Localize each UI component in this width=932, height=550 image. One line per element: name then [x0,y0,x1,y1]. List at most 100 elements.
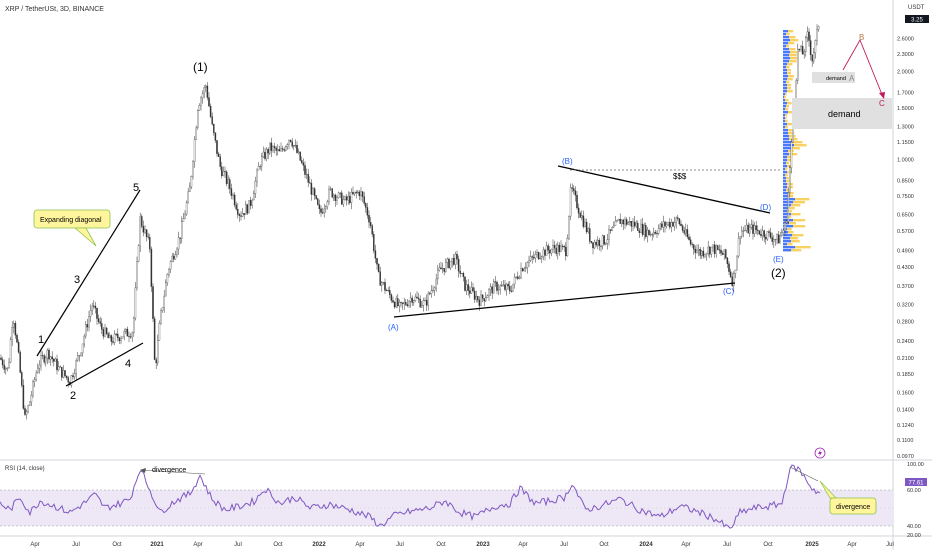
volume-profile-bar [783,96,784,99]
price-tick-label: 0.1240 [897,423,914,429]
candle-body [736,255,738,271]
candle-body [777,234,780,244]
candle-body [814,40,817,53]
volume-profile-bar [783,249,791,252]
candle-body [470,287,473,294]
candle-body [8,361,10,369]
candle-body [107,333,109,339]
candle-body [232,194,234,196]
candle-body [387,290,389,292]
volume-profile-bar [789,222,796,225]
candle-body [158,323,161,341]
volume-profile-bar [783,57,790,60]
candle-body [547,245,549,251]
wave-1-label: (1) [193,60,208,74]
candle-body [630,221,633,227]
candle-body [632,221,634,227]
candle-body [77,355,79,361]
candle-body [126,328,129,337]
candle-body [256,169,258,182]
candle-body [424,300,426,301]
candle-body [73,373,76,378]
volume-profile-bar [786,45,790,48]
volume-profile-bar [783,66,786,69]
candle-body [105,327,108,335]
candle-body [227,179,229,184]
candle-body [160,310,162,324]
candle-body [14,323,17,336]
candle-body [433,287,436,291]
candle-body [141,216,143,227]
candle-body [176,248,178,255]
volume-profile-bar [783,168,785,171]
volume-profile-bar [785,120,788,123]
volume-profile-bar [795,198,810,201]
wave-2-label: (2) [771,266,786,280]
candle-body [616,220,618,222]
candle-body [296,145,298,153]
volume-profile-bar [783,162,786,165]
volume-profile-bar [787,228,792,231]
candle-body [595,241,597,246]
candle-body [93,305,95,307]
candle-body [555,247,557,254]
volume-profile-bar [788,42,795,45]
candle-body [99,321,101,324]
candle-body [496,281,498,291]
candle-body [502,284,505,286]
diagonal-callout-text: Expanding diagonal [40,217,102,224]
rsi-line [0,464,821,529]
candle-body [337,192,340,198]
volume-profile-bar [788,132,795,135]
candle-body [507,283,509,287]
candle-body [638,230,641,233]
price-tick-label: 0.7500 [897,194,914,200]
time-tick-label: Oct [112,542,122,548]
candle-body [750,224,753,228]
wave-c-label: (C) [723,287,734,296]
volume-profile-bar [790,51,799,54]
candle-body [581,215,583,218]
candle-body [325,206,327,210]
subwave-5-label: 5 [133,182,139,194]
candle-body [677,217,679,220]
volume-profile-bar [787,84,792,87]
volume-profile-bar [786,81,790,84]
candle-body [88,316,90,328]
volume-profile-bar [787,159,792,162]
candle-body [776,234,778,240]
volume-profile-bar [788,195,794,198]
candle-body [480,294,482,306]
candle-body [264,151,266,159]
candle-body [65,375,68,378]
candle-body [294,145,297,146]
candle-body [241,213,244,217]
candle-body [190,176,193,188]
candle-body [320,208,322,213]
volume-profile-bar [783,84,787,87]
candle-body [584,221,586,227]
lightning-icon[interactable] [814,447,826,459]
candle-body [608,229,610,240]
volume-profile-bar [783,69,787,72]
candle-body [361,191,364,197]
volume-profile-bar [783,111,788,114]
candle-body [40,355,42,366]
candle-body [491,286,493,294]
time-tick-label: Apr [355,542,364,548]
volume-profile-bar [783,126,785,129]
candle-body [747,224,749,234]
candle-body [225,171,228,184]
candle-body [398,302,401,307]
candle-body [312,188,314,195]
candle-body [408,301,410,307]
volume-profile-bar [789,153,798,156]
candle-body [552,245,554,250]
volume-profile-bar [783,207,788,210]
candle-body [16,334,18,343]
candle-body [459,270,461,274]
diagonal-callout [33,209,111,229]
volume-profile-bar [783,117,785,120]
candle-body [313,188,316,196]
